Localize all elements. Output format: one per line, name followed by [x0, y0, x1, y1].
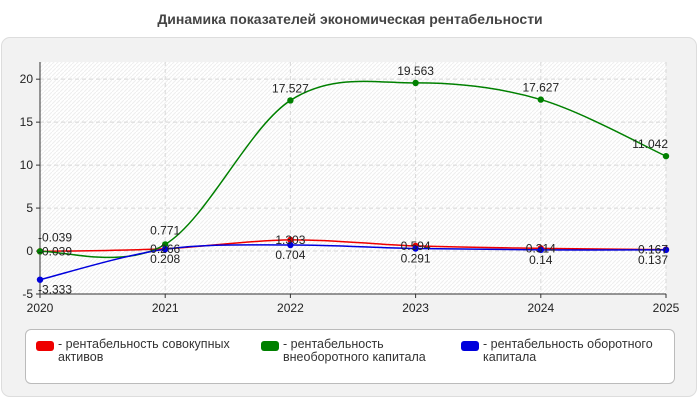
data-point [287, 97, 294, 104]
data-label: 0.208 [150, 252, 180, 266]
data-point [287, 241, 294, 249]
legend: - рентабельность совокупных активов - ре… [25, 329, 675, 384]
x-tick-label: 2020 [27, 301, 54, 315]
data-label: -0.039 [38, 244, 72, 258]
data-point [162, 241, 169, 248]
data-label: -3.333 [38, 283, 72, 297]
data-label: 0.14 [529, 253, 553, 267]
data-label: 11.042 [632, 137, 668, 151]
data-label: 0.167 [638, 243, 668, 257]
x-tick-label: 2025 [653, 301, 680, 315]
data-label: 17.527 [272, 81, 309, 95]
data-point [36, 276, 44, 283]
data-label: 17.627 [522, 81, 559, 95]
x-tick-label: 2021 [152, 301, 179, 315]
data-point [162, 246, 169, 253]
plot-background [40, 62, 666, 294]
legend-swatch-green [261, 341, 279, 351]
legend-label: - рентабельность внеоборотного капитала [283, 337, 426, 364]
data-point [412, 245, 419, 252]
x-tick-label: 2023 [402, 301, 429, 315]
legend-swatch-blue [461, 341, 479, 351]
data-point [537, 246, 544, 254]
legend-label: - рентабельность совокупных активов [58, 337, 230, 364]
x-tick-label: 2022 [277, 301, 304, 315]
y-tick-label: 5 [26, 201, 33, 215]
x-tick-label: 2024 [527, 301, 554, 315]
y-tick-label: -5 [22, 287, 33, 301]
data-point [36, 248, 44, 255]
y-tick-label: 20 [20, 72, 34, 86]
y-tick-label: 0 [26, 244, 33, 258]
data-label: 0.137 [638, 253, 668, 267]
data-label: 0.594 [401, 239, 431, 253]
chart-title: Динамика показателей экономическая рента… [157, 11, 543, 27]
legend-item-total-assets[interactable]: - рентабельность совокупных активов [36, 338, 238, 364]
legend-item-working-capital[interactable]: - рентабельность оборотного капитала [461, 338, 663, 364]
data-label: 0.291 [401, 252, 431, 266]
data-point [287, 236, 294, 244]
data-point [662, 152, 670, 160]
legend-item-fixed-capital[interactable]: - рентабельность внеоборотного капитала [261, 338, 463, 364]
data-label: 0.266 [150, 242, 180, 256]
legend-label: - рентабельность оборотного капитала [483, 337, 653, 364]
series-line [39, 239, 667, 253]
data-label: -0.039 [38, 230, 72, 244]
data-label: 1.303 [275, 233, 305, 247]
data-point [662, 246, 670, 254]
data-label: 0.704 [275, 248, 305, 262]
data-label: 19.563 [397, 64, 434, 78]
data-point [412, 79, 419, 87]
series-line [39, 80, 667, 259]
y-tick-label: 15 [20, 115, 34, 129]
legend-swatch-red [36, 341, 54, 351]
data-label: 0.314 [526, 241, 556, 255]
y-tick-label: 10 [20, 158, 34, 172]
data-label: 0.771 [150, 223, 180, 237]
series-line [39, 244, 667, 281]
data-point [537, 96, 544, 103]
